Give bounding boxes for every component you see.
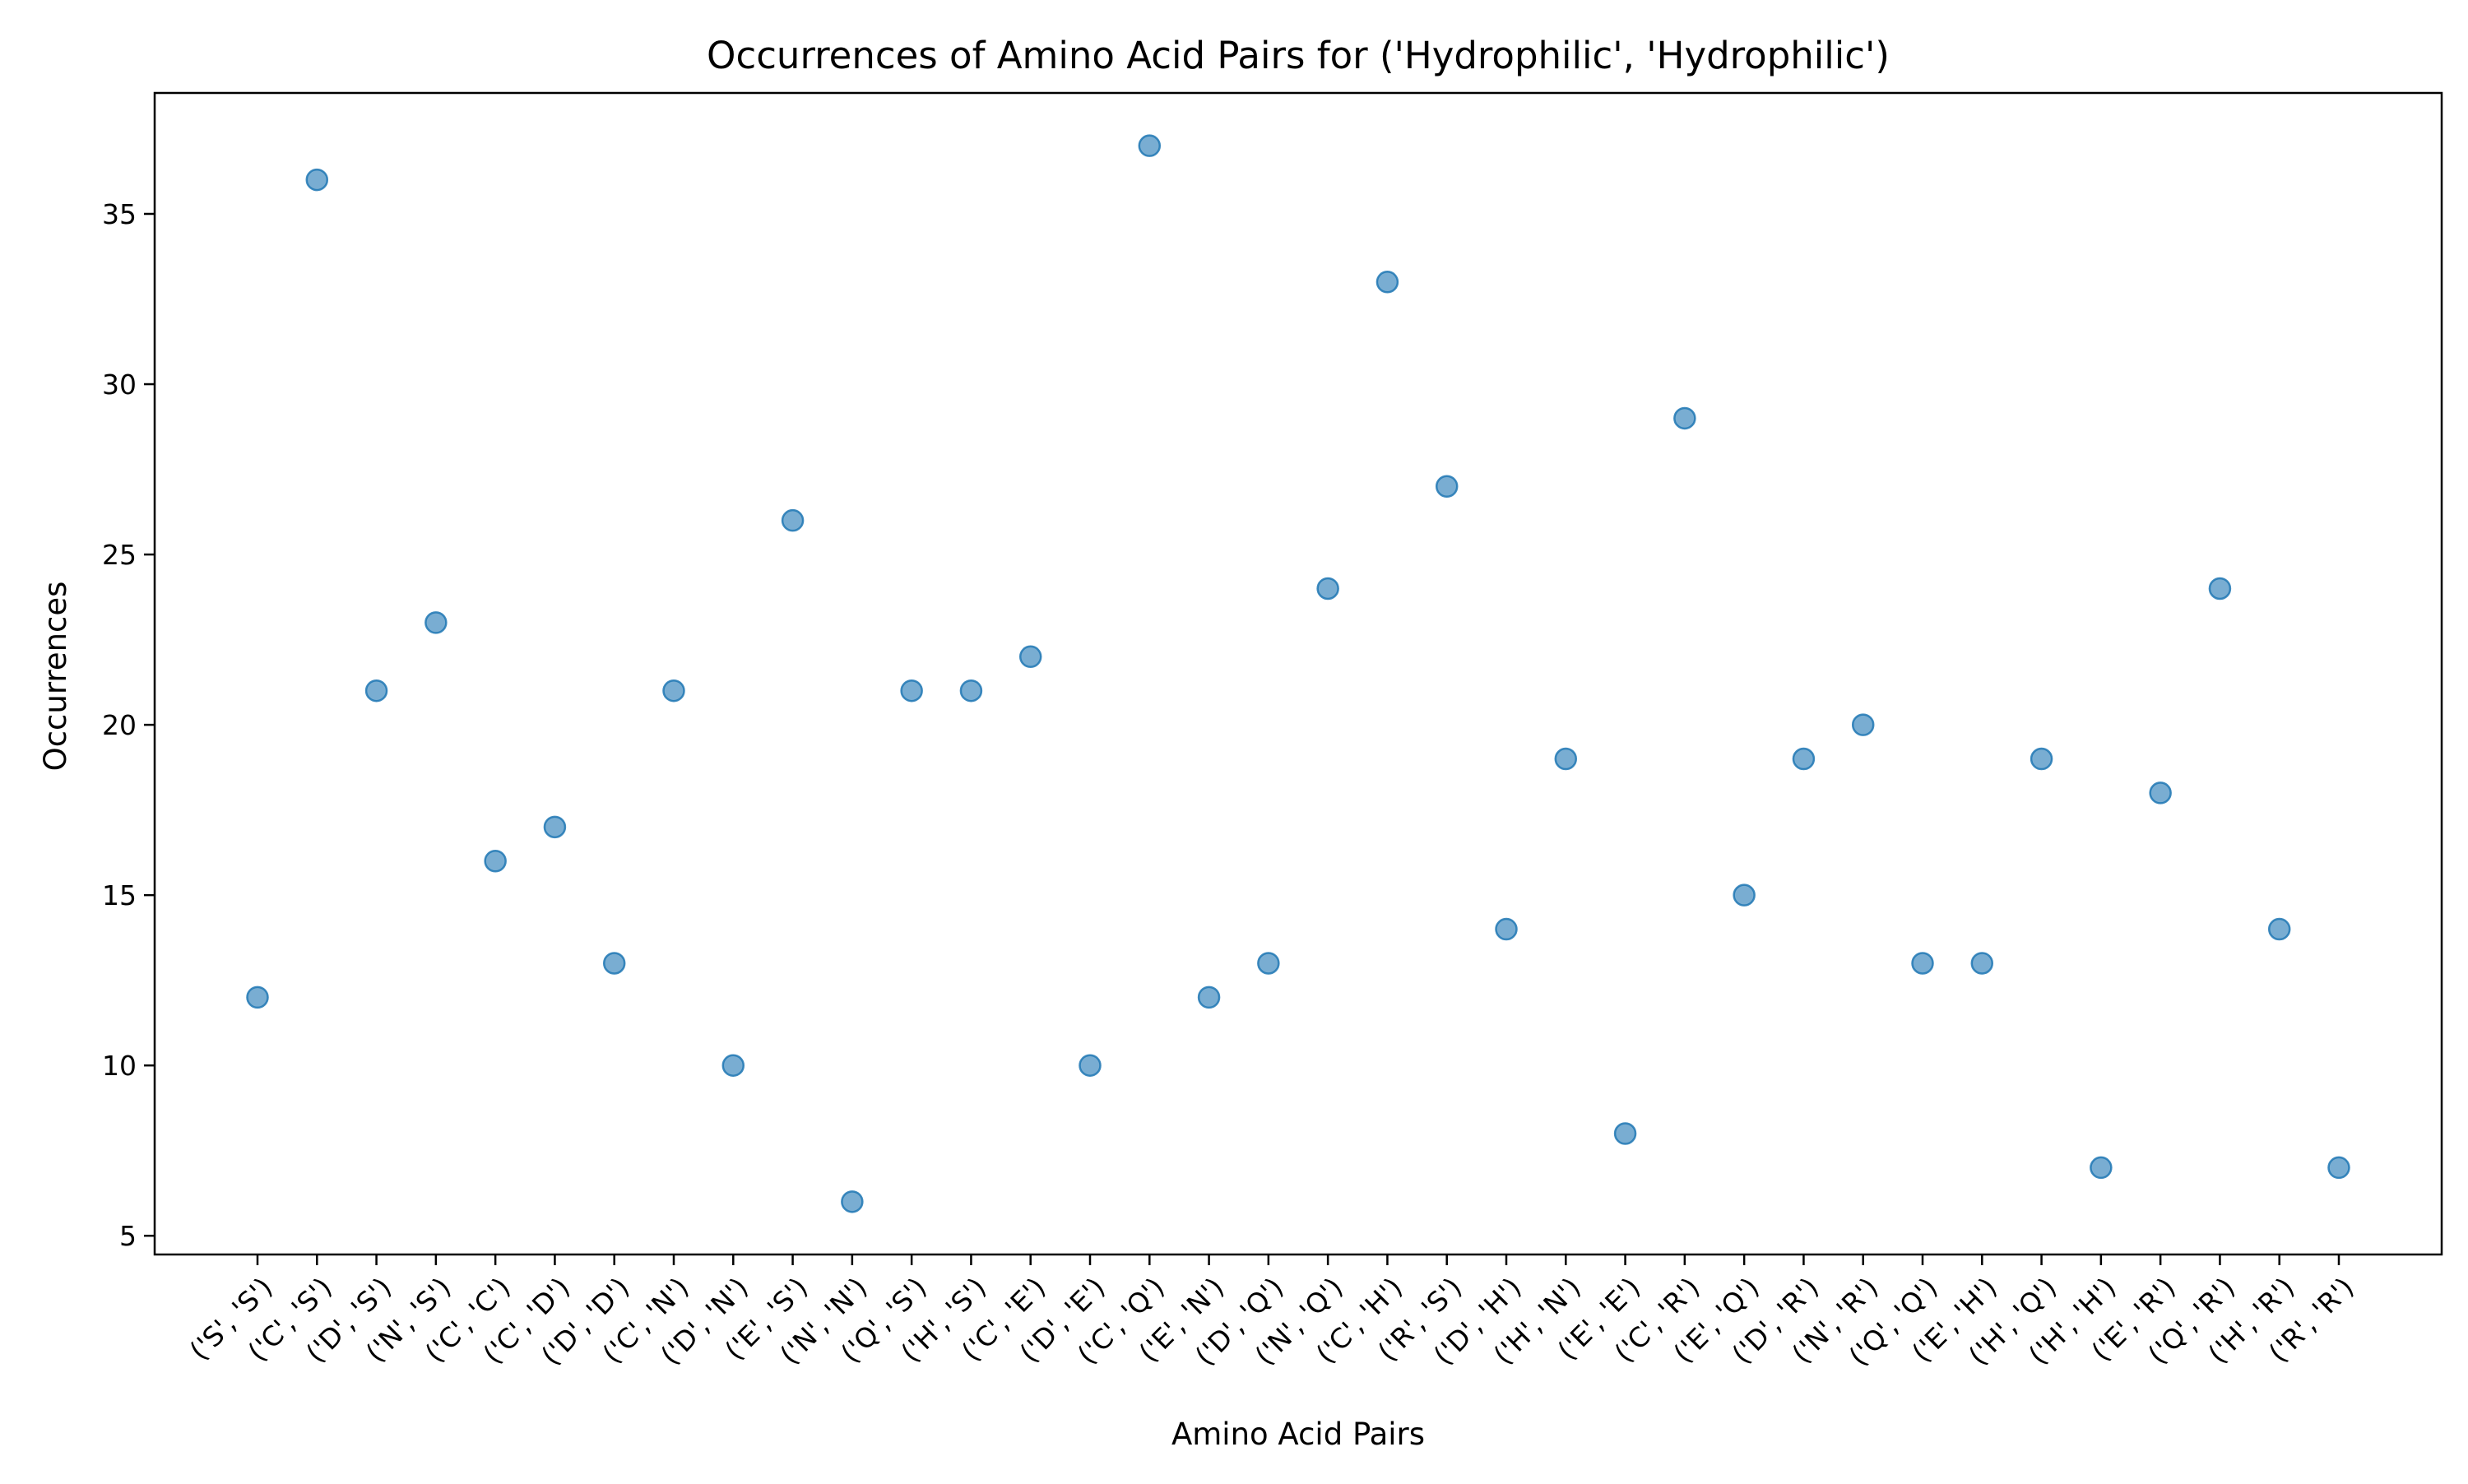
data-point [2208, 577, 2232, 601]
data-point [1495, 917, 1518, 941]
data-point [1138, 134, 1162, 157]
data-point [2267, 917, 2291, 941]
data-point [781, 508, 805, 532]
data-point [484, 849, 507, 873]
y-tick-label: 5 [119, 1220, 137, 1252]
data-point [2149, 781, 2172, 805]
data-point [1375, 271, 1399, 294]
data-point [1079, 1054, 1102, 1077]
data-point [721, 1054, 745, 1077]
y-tick-label: 30 [102, 369, 137, 401]
plot-frame [153, 91, 2443, 1256]
data-point [1673, 406, 1696, 430]
y-tick-label: 25 [102, 539, 137, 571]
data-point [841, 1190, 864, 1213]
data-point [959, 679, 983, 703]
data-point [1554, 747, 1578, 771]
data-point [2030, 747, 2053, 771]
data-point [662, 679, 685, 703]
data-point [1316, 577, 1339, 601]
data-point [305, 168, 329, 192]
data-point [1970, 952, 1994, 975]
data-point [1851, 713, 1875, 736]
data-point [246, 985, 269, 1009]
data-point [1911, 952, 1934, 975]
data-point [900, 679, 923, 703]
data-point [1792, 747, 1816, 771]
data-point [1435, 475, 1459, 499]
data-point [1613, 1122, 1637, 1145]
data-point [1257, 952, 1280, 975]
data-point [2090, 1156, 2113, 1180]
y-tick-label: 10 [102, 1050, 137, 1082]
data-point [1733, 883, 1756, 907]
y-tick-label: 20 [102, 709, 137, 741]
data-point [2327, 1156, 2350, 1180]
data-point [424, 611, 448, 634]
data-point [602, 952, 626, 975]
y-axis-label: Occurrences [38, 582, 73, 772]
y-tick-label: 35 [102, 198, 137, 230]
data-point [1018, 645, 1042, 669]
y-tick-label: 15 [102, 879, 137, 911]
data-point [364, 679, 388, 703]
data-point [1197, 985, 1221, 1009]
data-point [543, 815, 567, 839]
x-axis-label: Amino Acid Pairs [1171, 1417, 1425, 1452]
chart-title: Occurrences of Amino Acid Pairs for ('Hy… [707, 34, 1890, 77]
